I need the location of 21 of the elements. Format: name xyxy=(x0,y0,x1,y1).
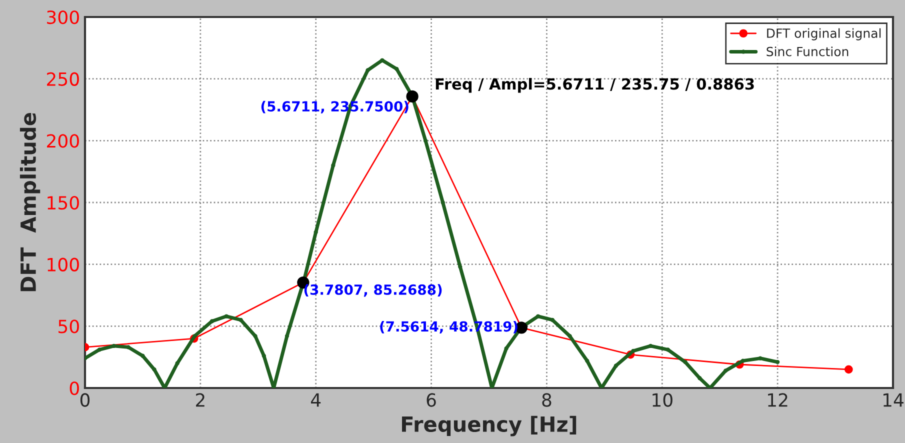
annotation: Freq / Ampl=5.6711 / 235.75 / 0.8863 xyxy=(436,78,754,93)
y-tick-label: 0 xyxy=(70,381,79,396)
x-tick-label: 8 xyxy=(542,393,552,407)
legend-label: DFT original signal xyxy=(767,28,881,40)
annotation: (3.7807, 85.2688) xyxy=(304,284,442,297)
y-axis-title: DFT Amplitude xyxy=(20,112,40,292)
x-tick-label: 2 xyxy=(196,393,204,407)
y-tick-label: 200 xyxy=(47,134,79,148)
y-tick-label: 250 xyxy=(47,72,79,86)
x-tick-label: 12 xyxy=(768,393,788,407)
legend-label: Sinc Function xyxy=(766,46,848,56)
y-tick-label: 50 xyxy=(58,320,79,334)
x-tick-label: 10 xyxy=(652,393,672,407)
x-tick-label: 0 xyxy=(80,393,90,407)
x-tick-label: 6 xyxy=(426,393,436,407)
x-tick-label: 14 xyxy=(883,393,904,407)
y-tick-label: 150 xyxy=(48,196,79,210)
y-tick-label: 300 xyxy=(47,10,79,24)
x-tick-label: 4 xyxy=(310,393,321,407)
y-tick-label: 100 xyxy=(48,258,79,272)
x-axis-title: Frequency [Hz] xyxy=(402,416,576,436)
